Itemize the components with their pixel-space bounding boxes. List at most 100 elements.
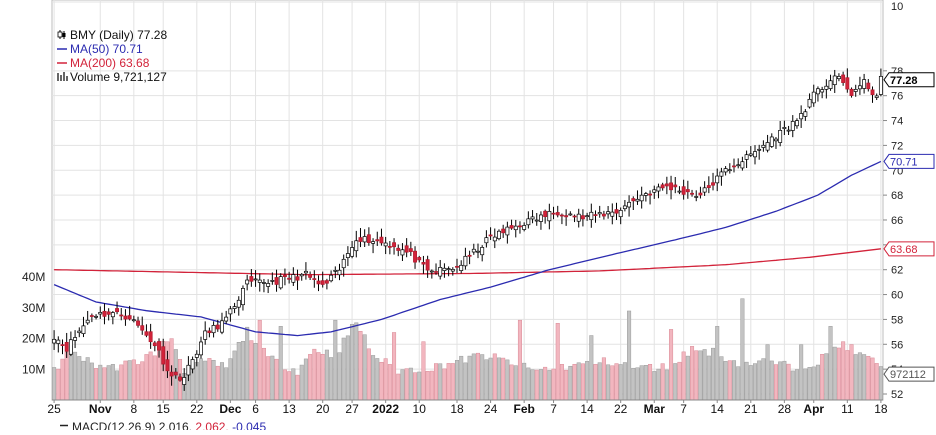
volume-bar: [60, 358, 65, 401]
volume-bar: [94, 368, 99, 401]
candle: [371, 238, 376, 254]
x-tick-label: 7: [680, 402, 687, 416]
candle-body: [727, 169, 732, 172]
candle-body: [820, 89, 825, 93]
candle-body: [253, 278, 258, 281]
candle: [60, 339, 65, 355]
candle: [593, 210, 598, 223]
volume-bar: [597, 362, 602, 401]
candle-body: [245, 279, 250, 285]
candle: [98, 306, 103, 319]
candle: [778, 120, 783, 147]
candle: [790, 115, 795, 138]
volume-bar: [459, 355, 464, 401]
ma200-line: [54, 248, 881, 276]
candle: [241, 285, 245, 311]
candle-body: [484, 237, 489, 244]
volume-bar: [140, 361, 145, 401]
candle-body: [744, 154, 749, 160]
candle: [253, 270, 258, 287]
candle: [383, 236, 388, 255]
volume-bar: [618, 364, 623, 401]
price-tick-label: 10: [891, 1, 903, 13]
candle-body: [362, 236, 367, 243]
volume-bar: [253, 343, 258, 401]
candlestick-series: [52, 68, 883, 391]
candle: [379, 228, 384, 246]
candle-body: [723, 168, 728, 173]
volume-bar: [303, 358, 308, 401]
candle-body: [60, 344, 65, 346]
volume-bar: [316, 352, 321, 401]
volume-bar: [706, 355, 711, 401]
candle-body: [870, 89, 875, 95]
candle-body: [765, 142, 770, 151]
candle: [459, 260, 464, 274]
candle-body: [488, 234, 493, 237]
candle: [312, 270, 317, 288]
candle: [274, 269, 279, 292]
candle-body: [799, 113, 804, 120]
candle-body: [77, 330, 82, 334]
volume-bar: [778, 361, 783, 401]
candle: [551, 206, 556, 220]
volume-bar: [723, 361, 728, 401]
volume-bar: [513, 365, 518, 401]
price-tag-label: 972112: [890, 369, 926, 381]
ma50-series: [53, 160, 882, 337]
candle-body: [379, 236, 384, 244]
candle-body: [711, 182, 715, 186]
candle-body: [698, 192, 703, 196]
candle: [627, 195, 632, 217]
candle-body: [685, 189, 690, 193]
volume-bar: [52, 367, 57, 401]
volume-bar: [232, 350, 237, 401]
candle: [345, 246, 350, 267]
candle: [568, 211, 573, 216]
candle: [673, 176, 678, 194]
volume-bar: [702, 349, 707, 401]
candle-body: [140, 325, 145, 331]
volume-bar: [320, 354, 325, 401]
volume-bar: [446, 363, 451, 401]
macd-label-part: MACD(12,26,9) 2.016,: [72, 420, 192, 430]
candle: [618, 207, 623, 225]
candle: [677, 186, 682, 195]
candle-body: [518, 225, 522, 228]
candle: [404, 238, 409, 258]
volume-bar: [127, 360, 132, 401]
candle-body: [203, 330, 208, 340]
candle-body: [669, 182, 673, 191]
volume-bar: [333, 319, 338, 401]
candle-body: [182, 377, 187, 385]
candle-body: [408, 248, 413, 252]
candle-body: [702, 187, 707, 193]
candle-body: [274, 277, 279, 285]
candle: [484, 230, 489, 248]
candle: [169, 365, 174, 386]
volume-bar: [354, 322, 359, 401]
candle-body: [282, 274, 287, 277]
volume-bar: [564, 369, 569, 401]
candle-body: [110, 312, 115, 318]
volume-bar: [824, 353, 829, 401]
price-tag-box: [883, 153, 935, 169]
candle: [215, 319, 220, 332]
plot-area: [51, 0, 884, 401]
candle: [601, 210, 606, 220]
candle: [820, 86, 825, 99]
candle-body: [769, 136, 774, 147]
candle: [597, 205, 602, 218]
candle: [698, 186, 703, 199]
volume-bar: [736, 366, 741, 401]
candle: [144, 324, 149, 338]
candle-body: [127, 315, 132, 320]
candle-body: [845, 77, 850, 90]
candle: [64, 332, 69, 358]
candle-body: [241, 287, 245, 306]
candle: [635, 190, 640, 205]
volume-bar: [866, 355, 871, 401]
candle: [119, 308, 124, 321]
x-tick-label: 7: [550, 402, 557, 416]
volume-bar: [308, 354, 313, 401]
